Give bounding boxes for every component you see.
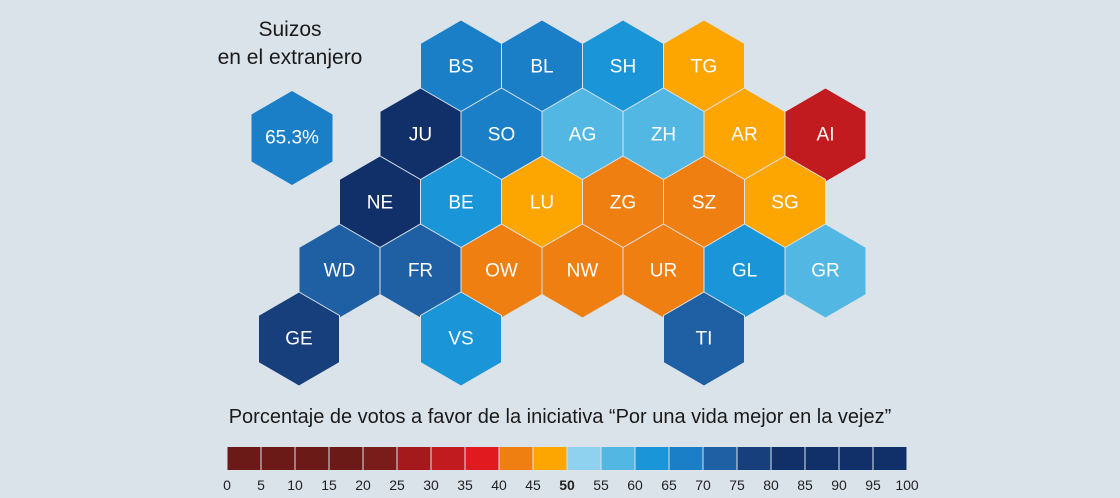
abroad-title: Suizos en el extranjero [200,16,380,72]
legend-swatch [635,447,669,470]
legend-swatch [533,447,567,470]
legend-title: Porcentaje de votos a favor de la inicia… [228,406,892,428]
legend-swatch [363,447,397,470]
legend-tick: 15 [321,477,337,493]
legend-swatch [873,447,907,470]
canton-label: TG [691,57,717,78]
legend-swatch [227,447,261,470]
canton-ge: GE [258,291,340,387]
legend-tick: 20 [355,477,371,493]
canton-tg: TG [663,19,745,115]
canton-label: AG [569,125,596,146]
legend-swatch [397,447,431,470]
legend-tick: 70 [695,477,711,493]
canton-ju: JU [379,87,462,183]
canton-label: SO [488,125,515,146]
legend-swatch [329,447,363,470]
canton-hex [663,291,745,387]
canton-hex [258,291,340,387]
canton-ti: TI [663,291,745,387]
canton-label: OW [485,261,518,282]
abroad-title-line1: Suizos [258,18,322,41]
legend-tick: 90 [831,477,847,493]
abroad-hex [251,91,333,185]
canton-label: SH [610,57,636,78]
canton-label: VS [448,329,473,350]
abroad-value-label: 65.3% [265,128,319,149]
canton-label: AR [731,125,757,146]
canton-gr: GR [784,223,867,319]
canton-label: NE [367,193,393,214]
legend-tick: 10 [287,477,303,493]
canton-ag: AG [541,87,624,183]
legend-swatch [839,447,873,470]
legend-tick: 55 [593,477,609,493]
canton-label: SG [771,193,798,214]
legend-swatch [295,447,329,470]
legend-swatch [431,447,465,470]
canton-sz: SZ [663,155,745,251]
legend-swatch [567,447,601,470]
canton-zg: ZG [582,155,664,251]
canton-so: SO [460,87,543,183]
legend-tick: 35 [457,477,473,493]
legend-tick: 100 [895,477,919,493]
canton-fr: FR [379,223,462,319]
legend-tick: 5 [257,477,265,493]
legend-tick: 0 [223,477,231,493]
canton-ow: OW [460,223,543,319]
abroad-hex-group: 65.3% [251,91,333,185]
legend-tick: 40 [491,477,507,493]
legend-swatch [737,447,771,470]
legend-swatch [669,447,703,470]
legend-swatch [465,447,499,470]
canton-label: LU [530,193,554,214]
legend-tick: 50 [559,477,575,493]
canton-hex [784,223,867,319]
legend-swatch [805,447,839,470]
canton-label: JU [409,125,432,146]
legend-tick: 25 [389,477,405,493]
legend-tick: 60 [627,477,643,493]
canton-label: TI [696,329,713,350]
legend-tick: 65 [661,477,677,493]
canton-sg: SG [744,155,826,251]
canton-hexes: BS BL SH TG JU SO AG ZH AR AI NE BE LU ZG SZ SG WD FR OW NW… [258,19,867,387]
legend-color-scale [227,447,907,470]
canton-label: GR [811,261,840,282]
legend-tick: 30 [423,477,439,493]
canton-label: BL [530,57,553,78]
legend-tick: 45 [525,477,541,493]
canton-label: SZ [692,193,717,214]
canton-label: BE [448,193,473,214]
legend-swatch [499,447,533,470]
canton-label: GE [285,329,312,350]
canton-label: WD [324,261,356,282]
canton-vs: VS [420,291,502,387]
canton-label: ZG [610,193,636,214]
legend-swatch [771,447,805,470]
canton-sh: SH [582,19,664,115]
abroad-title-line2: en el extranjero [217,46,363,69]
canton-label: AI [817,125,835,146]
legend-tick: 85 [797,477,813,493]
canton-label: FR [408,261,433,282]
canton-label: ZH [651,125,676,146]
canton-label: BS [448,57,473,78]
legend-swatch [261,447,295,470]
legend-tick-labels: 0 5 10 15 20 25 30 35 40 45 50 55 60 65 70 75 80 85 90 95 10… [223,477,919,493]
canton-label: NW [567,261,599,282]
legend-tick: 75 [729,477,745,493]
legend-tick: 95 [865,477,881,493]
canton-hex [420,291,502,387]
canton-gl: GL [703,223,786,319]
canton-label: UR [650,261,677,282]
canton-ne: NE [339,155,421,251]
legend-swatch [703,447,737,470]
legend-tick: 80 [763,477,779,493]
legend-swatch [601,447,635,470]
canton-label: GL [732,261,757,282]
